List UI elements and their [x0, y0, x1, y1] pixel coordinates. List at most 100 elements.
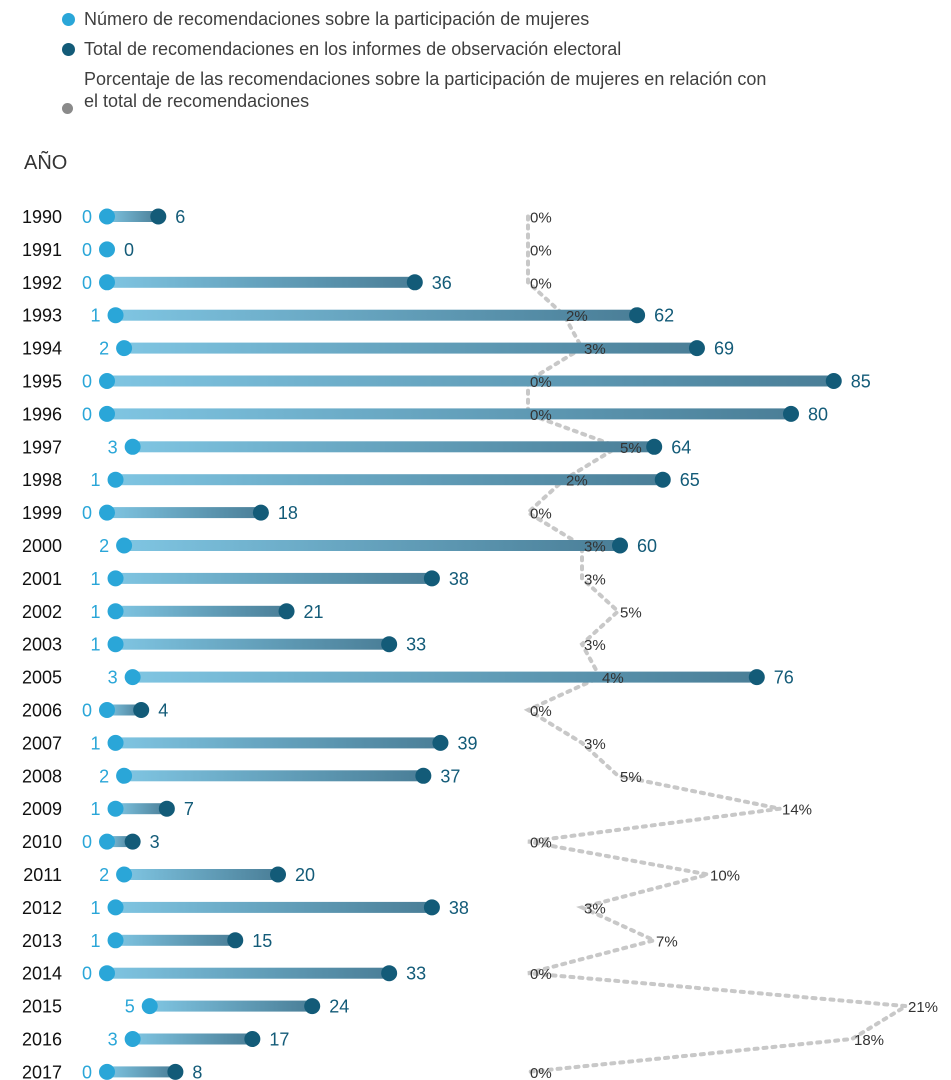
women-value-label: 0 — [82, 240, 92, 260]
year-label: 2003 — [22, 635, 62, 655]
year-label: 2017 — [22, 1062, 62, 1080]
women-value-label: 3 — [108, 437, 118, 457]
total-point — [150, 208, 167, 225]
women-point — [141, 998, 158, 1015]
total-point — [423, 899, 440, 916]
total-value-label: 69 — [714, 339, 734, 359]
women-value-label: 1 — [91, 635, 101, 655]
range-bar — [107, 507, 261, 519]
women-point — [124, 669, 141, 686]
total-point — [304, 998, 321, 1015]
percentage-label: 14% — [782, 802, 812, 819]
total-value-label: 0 — [124, 240, 134, 260]
total-point — [244, 1031, 261, 1047]
women-point — [99, 702, 115, 718]
total-value-label: 17 — [269, 1030, 289, 1050]
range-bar — [115, 901, 432, 913]
total-point — [158, 800, 175, 817]
percentage-label: 0% — [530, 242, 552, 259]
range-bar — [107, 836, 133, 848]
women-point — [107, 471, 124, 488]
total-value-label: 24 — [329, 997, 349, 1017]
legend: Número de recomendaciones sobre la parti… — [62, 8, 784, 114]
women-value-label: 1 — [91, 799, 101, 819]
percentage-label: 0% — [530, 1065, 552, 1080]
range-bar — [124, 342, 697, 354]
percentage-label: 0% — [530, 210, 552, 227]
year-label: 2010 — [22, 832, 62, 852]
women-value-label: 0 — [82, 273, 92, 293]
total-value-label: 60 — [637, 536, 657, 556]
total-point — [124, 833, 141, 850]
total-point — [133, 702, 150, 718]
year-label: 1998 — [22, 470, 62, 490]
percentage-label: 3% — [584, 736, 606, 753]
total-value-label: 18 — [278, 503, 298, 523]
women-point — [116, 340, 133, 357]
percentage-label: 0% — [530, 506, 552, 523]
women-value-label: 0 — [82, 701, 92, 721]
year-label: 2005 — [22, 668, 62, 688]
range-bar — [115, 605, 287, 617]
women-value-label: 0 — [82, 404, 92, 424]
total-value-label: 80 — [808, 404, 828, 424]
total-point — [654, 471, 671, 488]
legend-item-women-recommendations: Número de recomendaciones sobre la parti… — [62, 8, 784, 30]
total-point — [278, 603, 295, 620]
legend-dot-percentage — [62, 103, 73, 114]
women-value-label: 1 — [91, 602, 101, 622]
women-value-label: 0 — [82, 372, 92, 392]
legend-dot-total — [62, 43, 75, 56]
year-label: 2014 — [22, 964, 62, 984]
range-bar — [124, 770, 424, 782]
year-label: 2002 — [22, 602, 62, 622]
range-bar — [115, 309, 638, 321]
percentage-label: 3% — [584, 571, 606, 588]
percentage-label: 7% — [656, 933, 678, 950]
legend-label-total: Total de recomendaciones en los informes… — [84, 39, 622, 59]
percentage-label: 21% — [908, 999, 938, 1016]
women-value-label: 1 — [91, 733, 101, 753]
range-bar — [115, 474, 663, 486]
total-point — [748, 669, 765, 686]
total-value-label: 36 — [432, 273, 452, 293]
year-label: 1994 — [22, 339, 62, 359]
total-value-label: 38 — [449, 569, 469, 589]
total-point — [646, 438, 663, 455]
women-value-label: 2 — [99, 865, 109, 885]
range-bar — [132, 671, 757, 683]
year-label: 1995 — [22, 372, 62, 392]
women-point — [107, 800, 124, 817]
women-point — [99, 373, 115, 389]
percentage-label: 5% — [620, 440, 642, 457]
range-bar — [107, 1066, 176, 1078]
women-point — [99, 965, 115, 982]
year-label: 1996 — [22, 404, 62, 424]
total-point — [432, 734, 449, 751]
year-label: 1991 — [22, 240, 62, 260]
women-value-label: 3 — [108, 1030, 118, 1050]
dumbbell-bars — [99, 208, 842, 1080]
year-label: 1997 — [22, 437, 62, 457]
legend-dot-women — [62, 13, 75, 26]
women-point — [116, 866, 133, 883]
percentage-label: 2% — [566, 308, 588, 325]
percentage-label: 5% — [620, 604, 642, 621]
women-point — [99, 405, 115, 422]
total-point — [629, 307, 646, 324]
women-point — [107, 899, 124, 916]
year-label: 2016 — [22, 1030, 62, 1050]
women-point — [107, 636, 124, 653]
legend-label-percentage: Porcentaje de las recomendaciones sobre … — [84, 69, 767, 111]
total-value-label: 7 — [184, 799, 194, 819]
total-value-label: 76 — [774, 668, 794, 688]
total-point — [381, 965, 398, 982]
women-value-label: 1 — [91, 306, 101, 326]
women-value-label: 0 — [82, 503, 92, 523]
year-label: 2008 — [22, 766, 62, 786]
women-point — [107, 603, 124, 620]
total-point — [825, 373, 842, 389]
percentage-label: 10% — [710, 868, 740, 885]
range-bar — [115, 934, 236, 946]
